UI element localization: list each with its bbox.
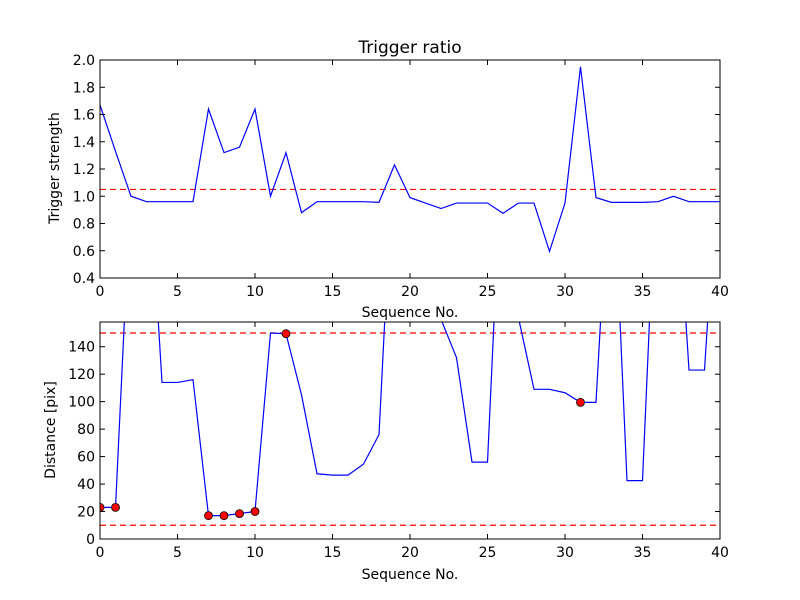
bottom-chart-ylabel: Distance [pix] — [43, 381, 59, 479]
bottom-xtick-label: 5 — [173, 545, 182, 561]
bottom-ytick-label: 20 — [77, 505, 95, 521]
top-xtick-label: 30 — [556, 284, 574, 300]
bottom-xtick-label: 25 — [479, 545, 497, 561]
bottom-ytick-label: 40 — [77, 477, 95, 493]
bottom-xtick-label: 10 — [246, 545, 264, 561]
bottom-highlight-marker — [281, 329, 291, 339]
bottom-xtick-label: 20 — [401, 545, 419, 561]
top-ytick-label: 0.4 — [73, 271, 95, 287]
top-ytick-label: 0.8 — [73, 217, 95, 233]
top-ytick-label: 0.6 — [73, 244, 95, 260]
top-chart-title: Trigger ratio — [357, 38, 461, 58]
bottom-ytick-label: 100 — [68, 395, 95, 411]
bottom-highlight-marker — [111, 503, 120, 512]
top-ytick-label: 1.6 — [73, 108, 95, 124]
bottom-xtick-label: 40 — [711, 545, 729, 561]
bottom-xtick-label: 30 — [556, 545, 574, 561]
top-ytick-label: 1.8 — [73, 80, 95, 96]
bottom-plot-area: 0 5 10 15 20 25 30 35 40 0 20 40 60 80 100 120 140 — [68, 321, 729, 561]
bottom-highlight-marker — [235, 509, 244, 518]
top-xtick-label: 35 — [634, 284, 652, 300]
top-chart-ylabel: Trigger strength — [47, 112, 63, 225]
bottom-highlight-marker — [250, 507, 260, 516]
bottom-xtick-label: 0 — [96, 545, 105, 561]
top-ytick-label: 1.4 — [73, 135, 95, 151]
top-series-line — [100, 66, 720, 254]
top-xtick-label: 0 — [96, 284, 105, 300]
bottom-xtick-label: 15 — [324, 545, 342, 561]
top-ytick-label: 2.0 — [73, 53, 95, 69]
top-xtick-label: 25 — [479, 284, 497, 300]
bottom-ytick-label: 80 — [77, 422, 95, 438]
bottom-ytick-label: 60 — [77, 450, 95, 466]
bottom-ytick-label: 140 — [68, 340, 95, 356]
top-ytick-label: 1.0 — [73, 189, 95, 205]
top-xtick-label: 20 — [401, 284, 419, 300]
bottom-xtick-label: 35 — [634, 545, 652, 561]
top-chart-xlabel: Sequence No. — [362, 305, 459, 321]
top-xtick-label: 40 — [711, 284, 729, 300]
bottom-ytick-label: 120 — [68, 367, 95, 383]
bottom-series-line — [100, 322, 709, 517]
bottom-ytick-label: 0 — [86, 532, 95, 548]
top-ytick-label: 1.2 — [73, 162, 95, 178]
top-plot-area: 0 5 10 15 20 25 30 35 40 0.4 0.6 0.8 1.0 1.2 1.4 1.6 1.8… — [73, 53, 729, 300]
bottom-highlight-marker — [100, 503, 105, 512]
bottom-highlight-marker — [204, 511, 213, 521]
top-xtick-label: 5 — [173, 284, 182, 300]
top-xtick-label: 10 — [246, 284, 264, 300]
bottom-chart-xlabel: Sequence No. — [362, 567, 459, 583]
bottom-highlight-marker — [219, 511, 229, 521]
top-xtick-label: 15 — [324, 284, 342, 300]
bottom-highlight-marker — [576, 397, 585, 407]
